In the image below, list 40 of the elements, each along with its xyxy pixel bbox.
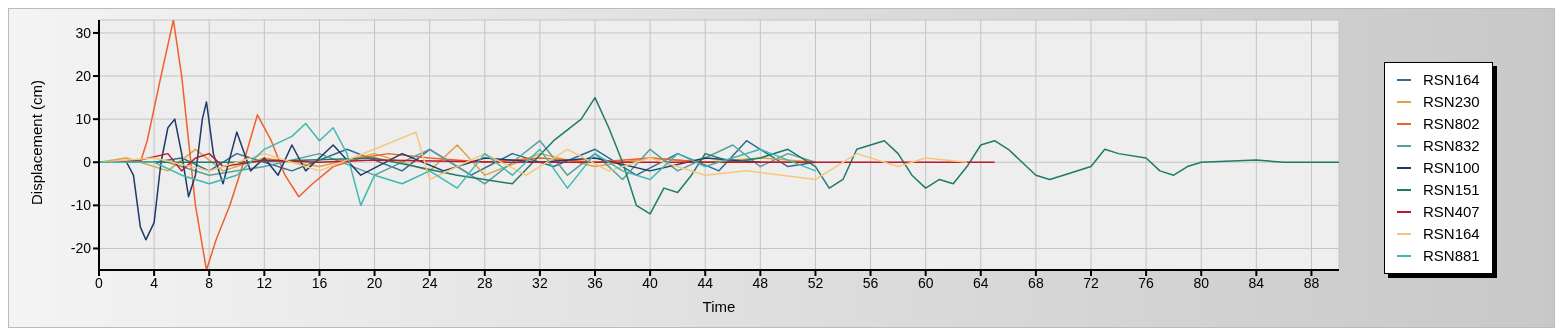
legend-label: RSN230 <box>1423 92 1480 112</box>
x-tick-label: 72 <box>1083 274 1099 291</box>
y-tick-label: 0 <box>83 154 92 171</box>
x-tick-label: 88 <box>1303 274 1320 291</box>
x-tick-label: 36 <box>587 274 603 291</box>
y-tick-label: 10 <box>75 111 92 128</box>
legend-label: RSN832 <box>1423 136 1480 156</box>
x-tick-label: 20 <box>366 274 383 291</box>
x-tick-label: 60 <box>917 274 934 291</box>
x-tick-label: 68 <box>1028 274 1044 291</box>
x-tick-label: 8 <box>205 274 214 291</box>
x-tick-label: 48 <box>752 274 769 291</box>
x-tick-label: 76 <box>1138 274 1155 291</box>
legend-label: RSN802 <box>1423 114 1480 134</box>
legend-label: RSN164 <box>1423 70 1480 90</box>
legend-label: RSN881 <box>1423 246 1480 266</box>
x-tick-label: 28 <box>476 274 493 291</box>
x-tick-label: 24 <box>421 274 438 291</box>
x-tick-label: 44 <box>697 274 714 291</box>
y-tick-label: -10 <box>70 197 92 214</box>
y-axis-title: Displacement (cm) <box>28 79 46 205</box>
y-tick-label: 30 <box>75 24 92 41</box>
x-tick-label: 4 <box>150 274 159 291</box>
legend-label: RSN100 <box>1423 158 1480 178</box>
x-tick-label: 0 <box>95 274 104 291</box>
y-tick-label: 20 <box>75 68 92 84</box>
legend-label: RSN164 <box>1423 224 1480 244</box>
legend-label: RSN407 <box>1423 202 1480 222</box>
x-axis-title: Time <box>702 298 736 315</box>
x-tick-label: 32 <box>532 274 548 291</box>
x-tick-label: 12 <box>256 274 273 291</box>
x-tick-label: 64 <box>972 274 989 291</box>
x-tick-label: 84 <box>1248 274 1265 291</box>
y-tick-label: -20 <box>70 240 92 257</box>
x-tick-label: 16 <box>311 274 328 291</box>
x-tick-label: 40 <box>642 274 659 291</box>
x-tick-label: 56 <box>862 274 879 291</box>
x-tick-label: 80 <box>1193 274 1210 291</box>
legend-label: RSN151 <box>1423 180 1480 200</box>
x-tick-label: 52 <box>807 274 824 291</box>
